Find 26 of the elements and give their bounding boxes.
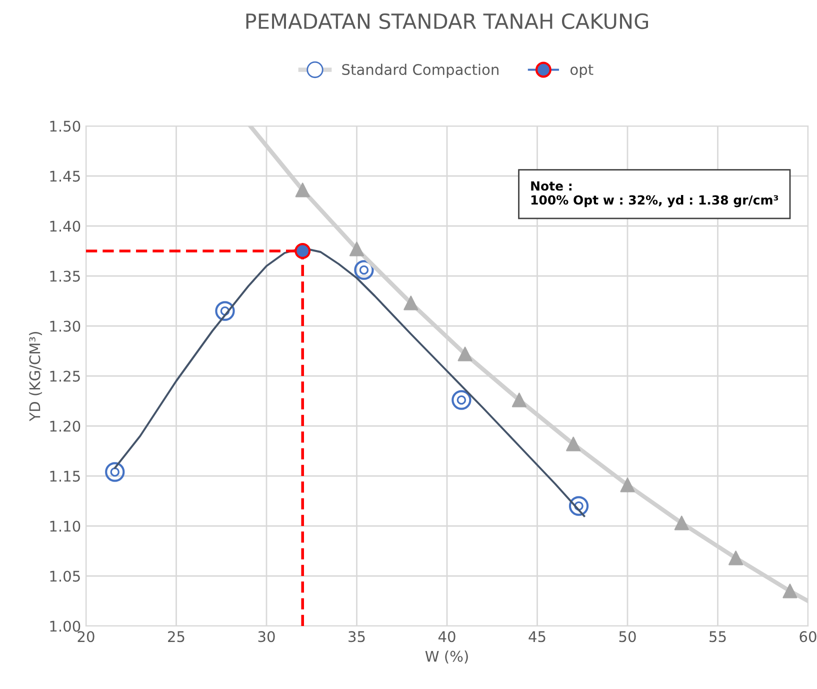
y-tick-label: 1.40 bbox=[50, 220, 80, 232]
y-tick-label: 1.00 bbox=[50, 620, 80, 632]
y-tick-label: 1.15 bbox=[50, 470, 80, 482]
y-tick-label: 1.30 bbox=[50, 320, 80, 332]
legend-label: Standard Compaction bbox=[342, 64, 498, 78]
legend-label: opt bbox=[570, 64, 594, 78]
x-tick-label: 35 bbox=[348, 631, 365, 642]
x-tick-label: 30 bbox=[258, 631, 275, 642]
y-tick-label: 1.20 bbox=[50, 420, 80, 432]
x-axis-title: W (%) bbox=[425, 650, 468, 664]
x-tick-label: 45 bbox=[528, 631, 546, 642]
x-tick-label: 40 bbox=[438, 631, 456, 642]
x-tick-label: 20 bbox=[78, 631, 94, 642]
annotation: Note : 100% Opt w : 32%, yd : 1.38 gr/cm³ bbox=[531, 181, 778, 208]
chart-title: PEMADATAN STANDAR TANAH CAKUNG bbox=[246, 13, 648, 30]
y-tick-label: 1.45 bbox=[50, 170, 80, 182]
y-tick-label: 1.05 bbox=[50, 570, 80, 582]
y-tick-label: 1.10 bbox=[50, 520, 80, 532]
y-tick-label: 1.25 bbox=[50, 370, 80, 382]
x-tick-label: 25 bbox=[168, 631, 184, 642]
x-tick-label: 50 bbox=[619, 631, 636, 642]
x-tick-label: 55 bbox=[710, 631, 726, 642]
y-axis-title: YD (KG/CM³) bbox=[29, 332, 42, 422]
y-tick-label: 1.35 bbox=[50, 270, 80, 282]
x-tick-label: 60 bbox=[800, 631, 816, 642]
y-tick-label: 1.50 bbox=[50, 120, 80, 132]
